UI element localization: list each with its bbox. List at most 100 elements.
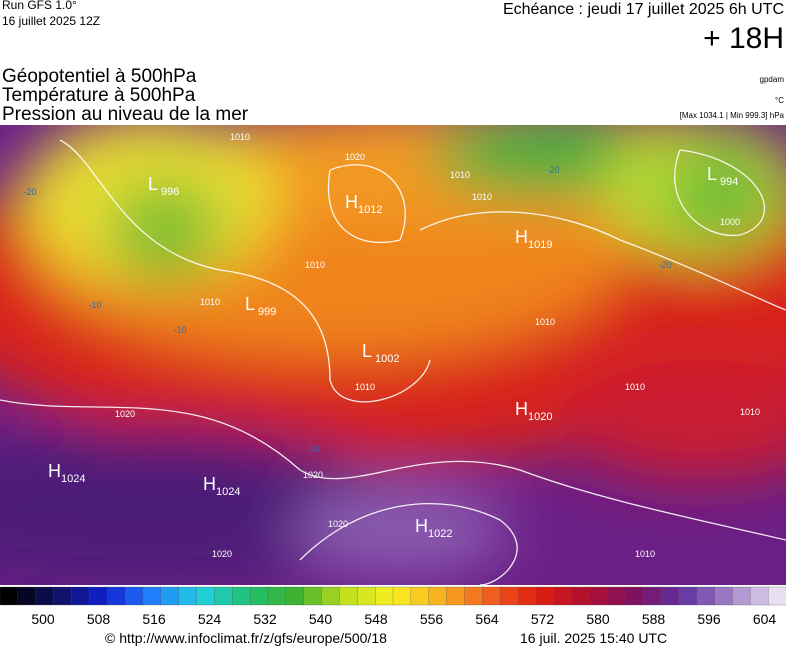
colorbar-swatch bbox=[428, 586, 448, 606]
colorbar-swatch bbox=[89, 586, 108, 606]
title: Pression au niveau de la mer bbox=[2, 104, 249, 125]
pressure-kind: L bbox=[362, 341, 372, 361]
colorbar-swatch bbox=[767, 586, 786, 606]
pressure-kind: L bbox=[245, 294, 255, 314]
colorbar-swatch bbox=[714, 586, 734, 606]
colorbar-swatch bbox=[535, 586, 555, 606]
colorbar-tick: 540 bbox=[309, 611, 333, 627]
isobar-label: 1010 bbox=[472, 192, 492, 202]
pressure-value: 994 bbox=[720, 176, 738, 188]
pressure-kind: H bbox=[515, 227, 528, 247]
pressure-value: 1022 bbox=[428, 528, 452, 540]
pressure-kind: L bbox=[707, 164, 717, 184]
temperature-label: -20 bbox=[23, 187, 36, 197]
map bbox=[0, 125, 786, 585]
colorbar-swatch bbox=[678, 586, 698, 606]
colorbar-swatch bbox=[625, 586, 644, 606]
pressure-value: 1002 bbox=[375, 353, 399, 365]
isobar-label: 1020 bbox=[115, 409, 135, 419]
colorbar-swatch bbox=[374, 586, 394, 606]
isobar-label: 1020 bbox=[328, 519, 348, 529]
colorbar-swatch bbox=[178, 586, 198, 606]
colorbar-swatch bbox=[214, 586, 233, 606]
unit: [Max 1034.1 | Min 999.3] hPa bbox=[680, 111, 785, 120]
colorbar-swatch bbox=[124, 586, 144, 606]
pressure-value: 996 bbox=[161, 186, 179, 198]
isobar-label: 1010 bbox=[635, 549, 655, 559]
colorbar-tick: 556 bbox=[420, 611, 444, 627]
run-date: 16 juillet 2025 12Z bbox=[2, 14, 100, 28]
isobar-label: 1010 bbox=[625, 382, 645, 392]
colorbar-swatch bbox=[660, 586, 680, 606]
colorbar-swatch bbox=[642, 586, 662, 606]
title: Géopotentiel à 500hPa bbox=[2, 66, 197, 87]
isobar-label: 1000 bbox=[720, 217, 740, 227]
colorbar-swatch bbox=[71, 586, 90, 606]
colorbar-swatch bbox=[607, 586, 626, 606]
colorbar-swatch bbox=[732, 586, 751, 606]
isobar-label: 1010 bbox=[450, 170, 470, 180]
pressure-value: 999 bbox=[258, 306, 276, 318]
footer-time: 16 juil. 2025 15:40 UTC bbox=[520, 630, 667, 646]
colorbar-tick: 596 bbox=[697, 611, 721, 627]
isobar-label: 1010 bbox=[535, 317, 555, 327]
colorbar-swatch bbox=[500, 586, 519, 606]
isobar-label: 1010 bbox=[305, 260, 325, 270]
colorbar-swatch bbox=[196, 586, 216, 606]
colorbar-swatch bbox=[482, 586, 501, 606]
colorbar-swatch bbox=[17, 586, 37, 606]
colorbar-swatch bbox=[249, 586, 269, 606]
footer-url: © http://www.infoclimat.fr/z/gfs/europe/… bbox=[105, 630, 387, 646]
isobar-label: 1020 bbox=[303, 470, 323, 480]
colorbar-swatch bbox=[35, 586, 55, 606]
pressure-kind: H bbox=[48, 461, 61, 481]
colorbar-tick: 580 bbox=[586, 611, 610, 627]
colorbar-tick: 524 bbox=[198, 611, 222, 627]
pressure-value: 1024 bbox=[216, 486, 240, 498]
colorbar-tick: 548 bbox=[364, 611, 388, 627]
pressure-kind: L bbox=[148, 174, 158, 194]
pressure-kind: H bbox=[515, 399, 528, 419]
colorbar-swatch bbox=[232, 586, 251, 606]
isobar-label: 1020 bbox=[345, 152, 365, 162]
colorbar-swatch bbox=[107, 586, 126, 606]
pressure-kind: H bbox=[415, 516, 428, 536]
colorbar-swatch bbox=[571, 586, 591, 606]
isobar-label: 1020 bbox=[212, 549, 232, 559]
colorbar-swatch bbox=[517, 586, 537, 606]
echeance: Echéance : jeudi 17 juillet 2025 6h UTC bbox=[503, 1, 784, 18]
unit: gpdam bbox=[760, 75, 785, 84]
colorbar-swatch bbox=[53, 586, 73, 606]
pressure-value: 1012 bbox=[358, 204, 382, 216]
lead-time: + 18H bbox=[703, 22, 784, 55]
colorbar-swatch bbox=[303, 586, 323, 606]
isobar-label: 1010 bbox=[230, 132, 250, 142]
isobar-label: 1010 bbox=[355, 382, 375, 392]
colorbar-swatch bbox=[392, 586, 412, 606]
colorbar-tick: 564 bbox=[475, 611, 499, 627]
colorbar-swatch bbox=[750, 586, 769, 606]
temperature-label: -20 bbox=[546, 165, 559, 175]
colorbar-swatch bbox=[464, 586, 483, 606]
colorbar-swatch bbox=[160, 586, 180, 606]
colorbar-tick: 604 bbox=[753, 611, 777, 627]
colorbar-tick: 500 bbox=[31, 611, 55, 627]
pressure-kind: H bbox=[345, 192, 358, 212]
pressure-value: 1019 bbox=[528, 239, 552, 251]
colorbar-tick: 508 bbox=[87, 611, 111, 627]
colorbar-swatch bbox=[446, 586, 466, 606]
colorbar-swatch bbox=[553, 586, 573, 606]
temperature-label: -20 bbox=[658, 260, 671, 270]
title: Température à 500hPa bbox=[2, 85, 196, 106]
colorbar-swatch bbox=[410, 586, 430, 606]
isobar-label: 1010 bbox=[740, 407, 760, 417]
colorbar-swatch bbox=[339, 586, 358, 606]
colorbar-swatch bbox=[267, 586, 287, 606]
temperature-label: -10 bbox=[173, 325, 186, 335]
temperature-label: -10 bbox=[88, 300, 101, 310]
colorbar-swatch bbox=[589, 586, 609, 606]
colorbar-swatch bbox=[142, 586, 162, 606]
colorbar-tick: 572 bbox=[531, 611, 555, 627]
colorbar-swatch bbox=[0, 586, 19, 606]
